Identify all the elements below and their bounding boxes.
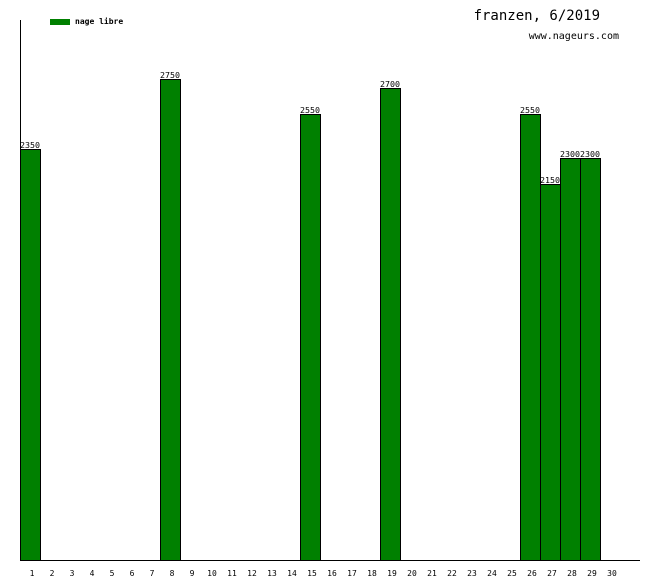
- value-label-day-29: 2300: [580, 150, 600, 159]
- x-tick-label: 22: [447, 569, 457, 578]
- bar-day-29: [580, 158, 601, 561]
- x-tick-labels: 1 2 3 4 5 6 7 8 9 10 11 12 13 14 15 16 17 18 19 20 21 22 23 24 2…: [30, 569, 617, 578]
- x-tick-label: 20: [407, 569, 417, 578]
- value-label-day-8: 2750: [160, 71, 180, 80]
- x-tick-label: 4: [90, 569, 95, 578]
- legend: nage libre: [50, 17, 123, 26]
- x-tick-label: 19: [387, 569, 397, 578]
- bar-day-28: [560, 158, 581, 561]
- x-tick-label: 12: [247, 569, 257, 578]
- x-tick-label: 23: [467, 569, 477, 578]
- value-label-day-19: 2700: [380, 80, 400, 89]
- bars-group: [20, 79, 601, 561]
- x-tick-label: 29: [587, 569, 597, 578]
- x-tick-label: 10: [207, 569, 217, 578]
- value-label-day-26: 2550: [520, 106, 540, 115]
- bar-day-19: [380, 88, 401, 561]
- x-tick-label: 1: [30, 569, 35, 578]
- site-url: www.nageurs.com: [528, 31, 619, 42]
- x-tick-label: 3: [70, 569, 75, 578]
- value-label-day-28: 2300: [560, 150, 580, 159]
- x-tick-label: 17: [347, 569, 357, 578]
- x-tick-label: 27: [547, 569, 557, 578]
- x-tick-label: 28: [567, 569, 577, 578]
- bar-day-15: [300, 114, 321, 561]
- value-label-day-15: 2550: [300, 106, 320, 115]
- x-tick-label: 14: [287, 569, 297, 578]
- value-label-day-1: 2350: [20, 141, 40, 150]
- value-label-day-27: 2150: [540, 176, 560, 185]
- value-labels-group: 2350 2750 2550 2700 2550 2150 2300 2300: [20, 71, 600, 185]
- legend-label: nage libre: [75, 17, 124, 26]
- x-tick-label: 15: [307, 569, 317, 578]
- x-tick-label: 24: [487, 569, 497, 578]
- x-tick-label: 6: [130, 569, 135, 578]
- legend-swatch: [50, 18, 70, 25]
- bar-day-8: [160, 79, 181, 561]
- bar-day-1: [20, 149, 41, 561]
- x-tick-label: 13: [267, 569, 277, 578]
- x-tick-label: 25: [507, 569, 517, 578]
- x-tick-label: 7: [150, 569, 155, 578]
- bar-day-27: [540, 184, 561, 561]
- x-tick-label: 30: [607, 569, 617, 578]
- x-tick-label: 16: [327, 569, 337, 578]
- chart-title: franzen, 6/2019: [473, 8, 600, 24]
- x-tick-label: 11: [227, 569, 237, 578]
- x-tick-label: 2: [50, 569, 55, 578]
- bar-day-26: [520, 114, 541, 561]
- x-tick-label: 5: [110, 569, 115, 578]
- x-tick-label: 8: [170, 569, 175, 578]
- x-tick-label: 21: [427, 569, 437, 578]
- x-tick-label: 18: [367, 569, 377, 578]
- x-tick-label: 26: [527, 569, 537, 578]
- x-tick-label: 9: [190, 569, 195, 578]
